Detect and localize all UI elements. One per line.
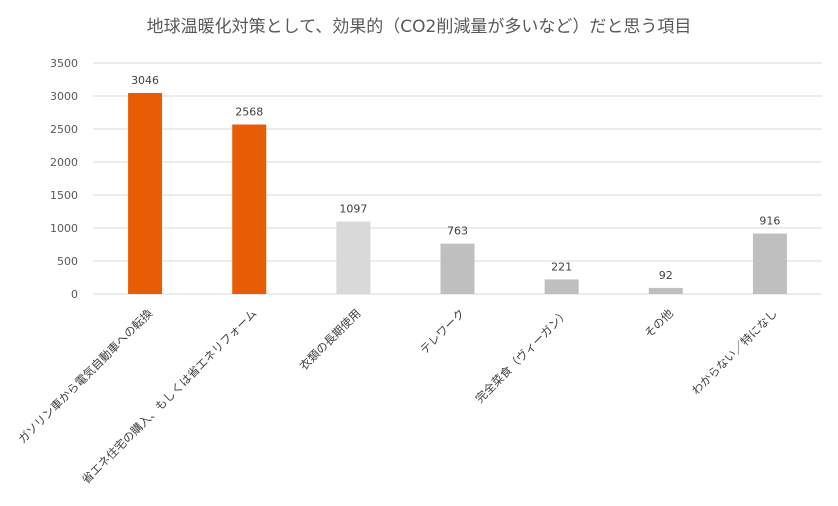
y-tick-label: 2500	[50, 123, 78, 136]
y-tick-label: 2000	[50, 156, 78, 169]
gridlines	[93, 62, 822, 295]
x-category-label: 完全菜食（ヴィーガン）	[472, 306, 571, 405]
bar	[128, 92, 163, 295]
bar	[544, 279, 579, 294]
x-category-label: その他	[642, 306, 677, 341]
data-label: 916	[759, 215, 780, 228]
bar	[648, 287, 683, 294]
data-label: 2568	[235, 106, 263, 119]
x-category-label: 衣類の長期使用	[297, 306, 364, 373]
y-tick-label: 3500	[50, 57, 78, 70]
data-label: 1097	[339, 203, 367, 216]
data-label: 763	[447, 225, 468, 238]
data-label: 3046	[131, 74, 159, 87]
bars	[128, 92, 787, 295]
y-tick-label: 1500	[50, 189, 78, 202]
data-labels: 3046 2568 1097 763 221 92 916	[131, 74, 780, 282]
x-category-label: 省エネ住宅の購入、もしくは省エネリフォーム	[79, 306, 259, 486]
bar	[336, 221, 371, 294]
y-tick-label: 500	[57, 255, 78, 268]
bar	[752, 233, 787, 294]
y-tick-label: 1000	[50, 222, 78, 235]
bar	[232, 124, 267, 295]
x-category-label: テレワーク	[417, 306, 468, 357]
data-label: 92	[659, 269, 673, 282]
bar	[440, 243, 475, 294]
y-tick-label: 0	[71, 288, 78, 301]
data-label: 221	[551, 260, 572, 273]
y-axis-ticks: 0 500 1000 1500 2000 2500 3000 3500	[50, 57, 78, 301]
y-tick-label: 3000	[50, 90, 78, 103]
x-category-label: わからない／特になし	[689, 306, 780, 397]
chart-title: 地球温暖化対策として、効果的（CO2削減量が多いなど）だと思う項目	[147, 17, 692, 37]
